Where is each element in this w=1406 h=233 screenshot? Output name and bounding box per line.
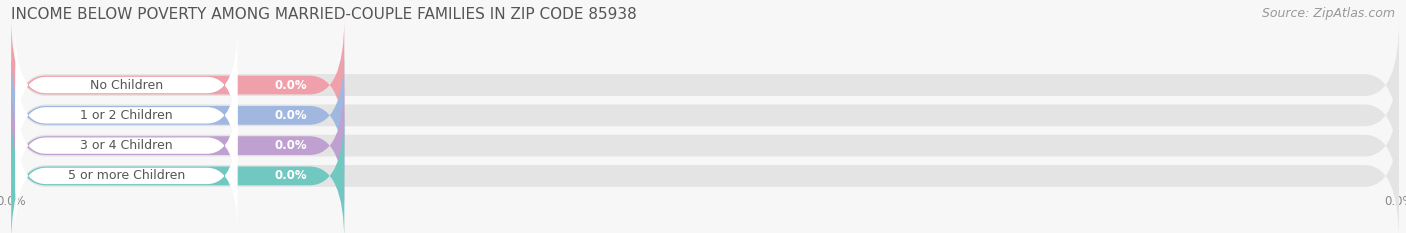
Text: INCOME BELOW POVERTY AMONG MARRIED-COUPLE FAMILIES IN ZIP CODE 85938: INCOME BELOW POVERTY AMONG MARRIED-COUPL… <box>11 7 637 22</box>
Text: 0.0%: 0.0% <box>274 79 307 92</box>
FancyBboxPatch shape <box>11 111 1399 233</box>
Text: 1 or 2 Children: 1 or 2 Children <box>80 109 173 122</box>
Text: No Children: No Children <box>90 79 163 92</box>
Text: 0.0%: 0.0% <box>274 139 307 152</box>
Text: 3 or 4 Children: 3 or 4 Children <box>80 139 173 152</box>
Text: 0.0%: 0.0% <box>274 109 307 122</box>
FancyBboxPatch shape <box>11 79 344 212</box>
Text: Source: ZipAtlas.com: Source: ZipAtlas.com <box>1261 7 1395 20</box>
FancyBboxPatch shape <box>15 57 238 174</box>
FancyBboxPatch shape <box>11 19 344 151</box>
Text: 5 or more Children: 5 or more Children <box>67 169 186 182</box>
FancyBboxPatch shape <box>15 87 238 204</box>
FancyBboxPatch shape <box>15 117 238 233</box>
FancyBboxPatch shape <box>11 81 1399 210</box>
Text: 0.0%: 0.0% <box>274 169 307 182</box>
FancyBboxPatch shape <box>11 110 344 233</box>
FancyBboxPatch shape <box>11 51 1399 180</box>
FancyBboxPatch shape <box>11 20 1399 150</box>
FancyBboxPatch shape <box>15 27 238 144</box>
FancyBboxPatch shape <box>11 49 344 182</box>
